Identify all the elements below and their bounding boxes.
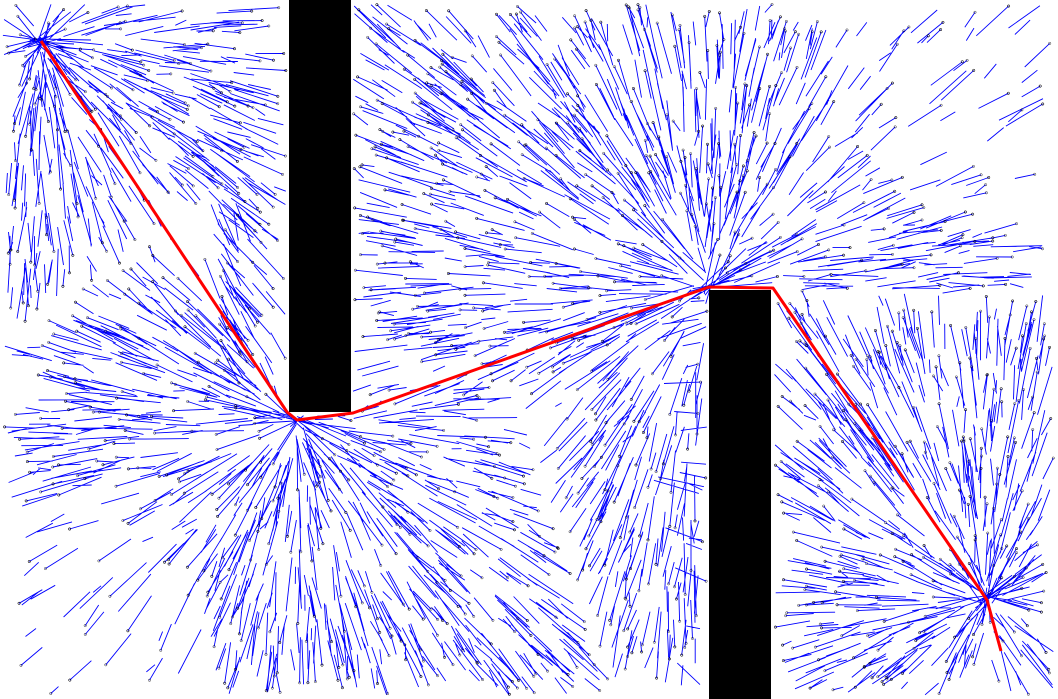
- rrt-tree-edges: [2, 4, 1054, 696]
- rrt-tree-nodes: [3, 3, 1055, 696]
- obstacles: [289, 0, 771, 699]
- obstacle-top-wall: [289, 0, 351, 412]
- tree-node-markers: [3, 3, 1055, 696]
- tree-edge-lines: [2, 4, 1054, 696]
- obstacle-bottom-wall: [709, 290, 771, 699]
- solution-path: [39, 40, 1003, 652]
